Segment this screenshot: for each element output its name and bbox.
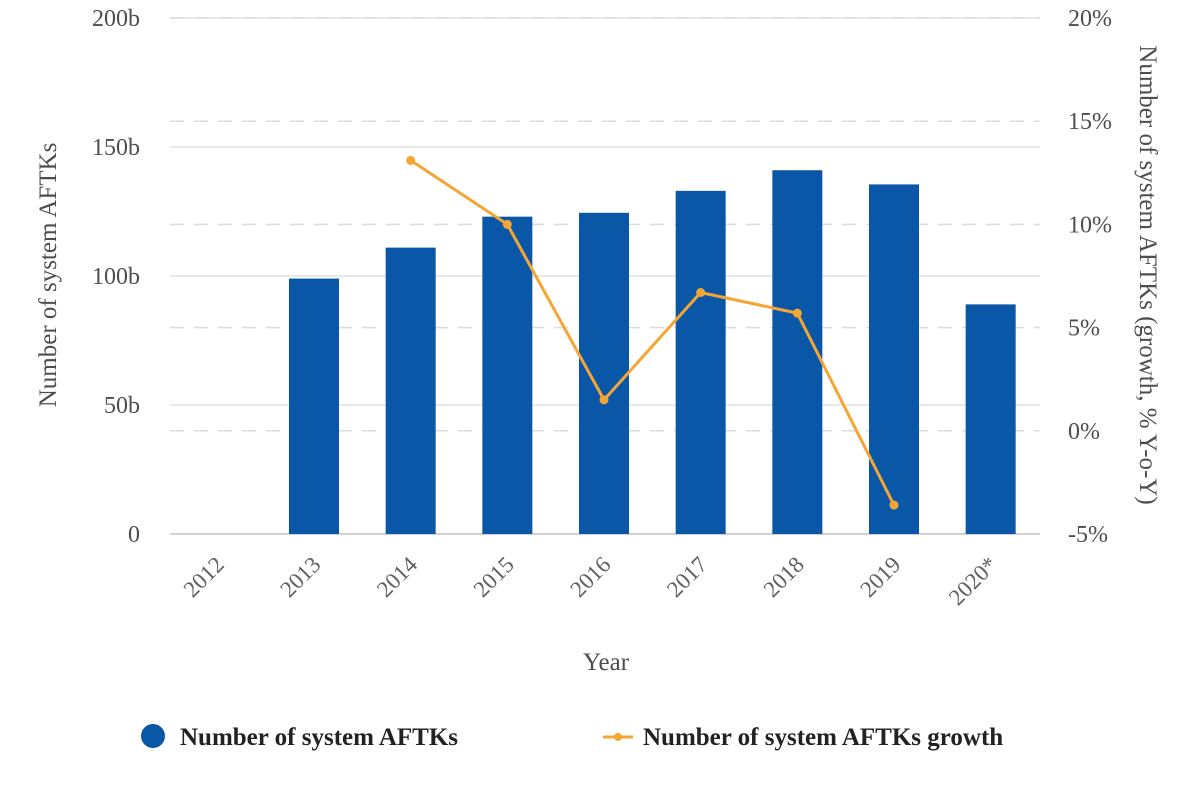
left-tick-label: 50b: [104, 393, 140, 419]
bar[interactable]: [772, 170, 823, 534]
left-tick-label: 100b: [92, 264, 140, 290]
growth-point[interactable]: [696, 288, 706, 298]
bar[interactable]: [965, 304, 1016, 534]
left-axis-title: Number of system AFTKs: [35, 143, 62, 408]
legend-item-bars[interactable]: Number of system AFTKs: [141, 724, 458, 751]
x-tick-label: 2020*: [944, 552, 1002, 610]
bar-series: [289, 170, 1016, 535]
x-axis-ticks: 2012 2013 2014 2015 2016 2017 2018 2019 2020*: [179, 552, 1003, 611]
legend-line-marker: [614, 733, 622, 741]
left-axis-ticks: 0 50b 100b 150b 200b: [92, 6, 140, 548]
right-tick-label: 5%: [1068, 316, 1100, 342]
x-axis-title: Year: [583, 649, 630, 676]
legend-bar-label: Number of system AFTKs: [180, 724, 458, 751]
growth-point[interactable]: [502, 219, 512, 229]
legend: Number of system AFTKs Number of system …: [141, 724, 1003, 751]
bar[interactable]: [869, 184, 919, 534]
growth-point[interactable]: [599, 395, 609, 405]
growth-point[interactable]: [792, 308, 802, 318]
line-series: [406, 155, 899, 510]
legend-item-line[interactable]: Number of system AFTKs growth: [603, 724, 1003, 751]
right-tick-label: 15%: [1068, 109, 1112, 135]
left-tick-label: 200b: [92, 6, 140, 32]
x-tick-label: 2017: [662, 552, 712, 602]
growth-point[interactable]: [406, 155, 416, 165]
x-tick-label: 2016: [565, 552, 615, 602]
right-axis-title: Number of system AFTKs (growth, % Y-o-Y): [1134, 45, 1161, 504]
legend-bar-swatch: [141, 724, 165, 748]
x-tick-label: 2014: [372, 552, 423, 603]
right-tick-label: 20%: [1068, 6, 1112, 32]
left-tick-label: 150b: [92, 135, 140, 161]
growth-line: [409, 159, 896, 506]
bar[interactable]: [482, 216, 533, 534]
right-axis-ticks: -5% 0% 5% 10% 15% 20%: [1068, 6, 1112, 548]
legend-line-label: Number of system AFTKs growth: [643, 724, 1003, 751]
right-tick-label: -5%: [1068, 522, 1108, 548]
right-tick-label: 10%: [1068, 212, 1112, 238]
x-tick-label: 2019: [855, 552, 905, 602]
right-tick-label: 0%: [1068, 419, 1100, 445]
growth-point[interactable]: [889, 500, 899, 510]
x-tick-label: 2012: [179, 552, 229, 602]
bar[interactable]: [385, 247, 436, 534]
left-tick-label: 0: [128, 522, 140, 548]
bar[interactable]: [289, 278, 339, 534]
x-tick-label: 2018: [759, 552, 809, 602]
bar[interactable]: [675, 190, 726, 535]
bar[interactable]: [579, 212, 629, 535]
x-tick-label: 2015: [469, 552, 519, 602]
x-tick-label: 2013: [275, 552, 325, 602]
